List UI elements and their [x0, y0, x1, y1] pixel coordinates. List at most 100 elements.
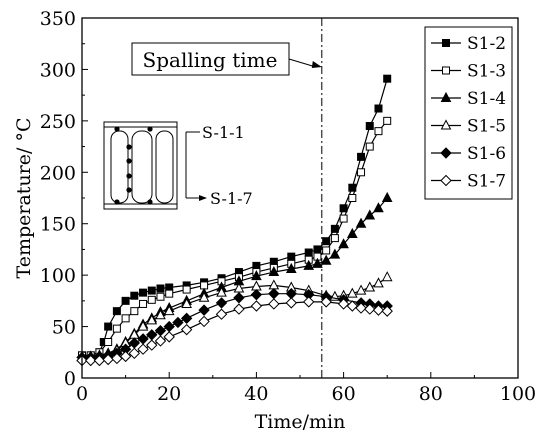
data-point-s1-7: [250, 300, 263, 312]
stirrup-left: [110, 130, 129, 204]
data-point-s1-6: [180, 312, 193, 325]
data-point-s1-6: [233, 292, 245, 304]
section-outline: [103, 121, 178, 210]
series-s1-7: [76, 296, 393, 367]
series-layer: [76, 74, 393, 367]
y-axis-label: Temperature/ °C: [13, 118, 35, 279]
data-point-s1-3: [365, 142, 374, 151]
data-point-s1-2: [130, 291, 139, 300]
data-point-s1-3: [357, 168, 366, 177]
data-point-s1-4: [346, 227, 358, 238]
data-point-s1-3: [182, 285, 191, 294]
data-point-s1-4: [381, 191, 393, 202]
data-point-s1-2: [287, 252, 296, 261]
section-label-s17: S-1-7: [210, 189, 253, 208]
leader-s17-arrowhead: [199, 195, 207, 201]
stirrup-right: [155, 130, 174, 204]
legend-item-s1-4: S1-4: [431, 89, 506, 109]
data-point-s1-2: [322, 237, 331, 246]
data-point-s1-5: [155, 309, 166, 320]
data-point-s1-2: [121, 296, 130, 305]
data-point-s1-7: [154, 335, 167, 347]
stirrup-middle: [131, 130, 153, 204]
legend-item-s1-3: S1-3: [431, 62, 506, 82]
data-point-s1-4: [373, 202, 384, 213]
series-line-s1-3: [82, 120, 388, 356]
legend-box: [424, 26, 513, 200]
data-point-s1-3: [156, 292, 165, 301]
thermocouple-dot: [147, 199, 153, 205]
x-tick-label: 0: [76, 383, 88, 405]
data-point-s1-7: [303, 296, 315, 308]
x-axis-label: Time/min: [255, 411, 346, 433]
data-point-s1-3: [139, 299, 148, 308]
data-point-s1-5: [381, 271, 393, 282]
data-point-s1-5: [181, 297, 192, 308]
y-tick-label: 200: [40, 162, 76, 184]
data-point-s1-4: [312, 257, 323, 268]
legend-label: S1-6: [467, 144, 506, 164]
data-point-s1-7: [180, 323, 193, 336]
thermocouple-dot: [126, 173, 132, 179]
data-point-s1-6: [250, 288, 263, 301]
data-point-s1-4: [251, 270, 262, 281]
data-point-s1-5: [355, 284, 367, 295]
data-point-s1-6: [146, 329, 158, 341]
data-point-s1-7: [111, 352, 123, 365]
x-tick-label: 80: [419, 383, 443, 405]
data-point-s1-3: [348, 194, 357, 202]
data-point-s1-4: [329, 248, 341, 259]
data-point-s1-3: [339, 214, 348, 223]
data-point-s1-5: [268, 279, 280, 290]
legend: S1-2 S1-3 S1-4 S1-5 S1-6 S1-7: [431, 34, 506, 192]
data-point-s1-3: [130, 307, 139, 316]
data-point-s1-3: [121, 314, 130, 323]
ticks-layer: 0 20 40 60 80 100 0 50 100 150 200 250 300 350: [40, 8, 536, 405]
data-point-s1-5: [364, 281, 376, 292]
legend-marker: [440, 119, 452, 130]
data-point-s1-2: [304, 248, 313, 257]
data-point-s1-2: [357, 152, 366, 161]
data-point-s1-7: [198, 315, 210, 328]
data-point-s1-7: [320, 296, 332, 308]
data-point-s1-5: [137, 320, 149, 331]
data-point-s1-7: [137, 343, 149, 355]
data-point-s1-7: [346, 300, 359, 312]
data-point-s1-7: [146, 339, 158, 351]
legend-item-s1-2: S1-2: [431, 34, 506, 54]
data-point-s1-4: [285, 262, 297, 273]
legend-marker: [440, 147, 452, 159]
data-point-s1-6: [137, 333, 149, 345]
legend-marker: [442, 66, 450, 75]
y-tick-label: 350: [40, 8, 76, 30]
data-point-s1-5: [146, 314, 158, 325]
thermocouple-dot: [126, 158, 132, 164]
data-point-s1-2: [365, 122, 374, 130]
data-point-s1-6: [172, 316, 184, 329]
legend-item-s1-7: S1-7: [431, 172, 506, 192]
data-point-s1-7: [268, 298, 280, 310]
data-point-s1-7: [163, 331, 175, 343]
x-tick-label: 60: [332, 383, 356, 405]
thermocouple-dot: [126, 187, 132, 193]
data-point-s1-3: [165, 289, 174, 298]
y-tick-label: 150: [40, 214, 76, 236]
data-point-s1-5: [346, 287, 358, 298]
data-point-s1-3: [322, 246, 331, 255]
data-point-s1-4: [355, 217, 367, 228]
data-point-s1-7: [102, 353, 114, 366]
data-point-s1-7: [119, 350, 132, 363]
x-tick-label: 40: [244, 383, 268, 405]
data-point-s1-5: [216, 286, 227, 297]
data-point-s1-7: [355, 302, 367, 314]
legend-item-s1-5: S1-5: [431, 117, 506, 137]
legend-marker: [440, 91, 452, 102]
data-point-s1-3: [374, 127, 383, 136]
data-point-s1-5: [233, 282, 245, 293]
data-point-s1-3: [147, 295, 156, 304]
data-point-s1-2: [374, 104, 383, 113]
thermocouple-dot: [114, 126, 120, 132]
data-point-s1-5: [373, 277, 384, 288]
data-point-s1-2: [139, 288, 148, 297]
